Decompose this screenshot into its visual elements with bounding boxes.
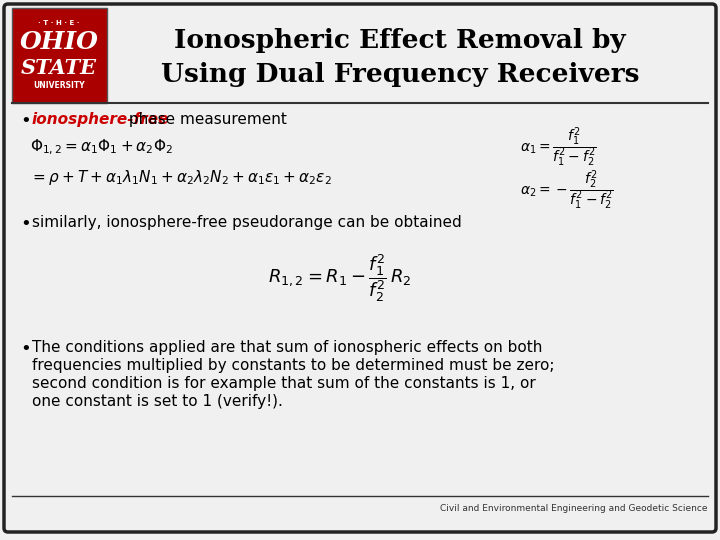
Text: phase measurement: phase measurement: [124, 112, 287, 127]
FancyBboxPatch shape: [4, 4, 716, 532]
Text: UNIVERSITY: UNIVERSITY: [33, 81, 85, 90]
Bar: [12, 8, 107, 103]
Text: Using Dual Frequency Receivers: Using Dual Frequency Receivers: [161, 62, 639, 87]
Text: The conditions applied are that sum of ionospheric effects on both: The conditions applied are that sum of i…: [32, 340, 542, 355]
Text: •: •: [20, 112, 31, 130]
Text: $\alpha_2 = -\dfrac{f_2^2}{f_1^2 - f_2^2}$: $\alpha_2 = -\dfrac{f_2^2}{f_1^2 - f_2^2…: [520, 168, 614, 212]
Text: second condition is for example that sum of the constants is 1, or: second condition is for example that sum…: [32, 376, 536, 391]
Text: · T · H · E ·: · T · H · E ·: [38, 20, 80, 26]
Text: •: •: [20, 340, 31, 358]
Text: $= \rho + T + \alpha_1\lambda_1 N_1 + \alpha_2\lambda_2 N_2 + \alpha_1\varepsilo: $= \rho + T + \alpha_1\lambda_1 N_1 + \a…: [30, 168, 332, 187]
Text: one constant is set to 1 (verify!).: one constant is set to 1 (verify!).: [32, 394, 283, 409]
Text: frequencies multiplied by constants to be determined must be zero;: frequencies multiplied by constants to b…: [32, 358, 554, 373]
Text: STATE: STATE: [21, 58, 97, 78]
Text: similarly, ionosphere-free pseudorange can be obtained: similarly, ionosphere-free pseudorange c…: [32, 215, 462, 230]
Text: OHIO: OHIO: [19, 30, 99, 54]
Text: $R_{1,2} = R_1 - \dfrac{f_1^2}{f_2^2}\,R_2$: $R_{1,2} = R_1 - \dfrac{f_1^2}{f_2^2}\,R…: [269, 252, 412, 304]
Text: Civil and Environmental Engineering and Geodetic Science: Civil and Environmental Engineering and …: [441, 504, 708, 513]
Text: Ionospheric Effect Removal by: Ionospheric Effect Removal by: [174, 28, 626, 53]
Text: •: •: [20, 215, 31, 233]
Text: $\alpha_1 = \dfrac{f_1^2}{f_1^2 - f_2^2}$: $\alpha_1 = \dfrac{f_1^2}{f_1^2 - f_2^2}…: [520, 125, 597, 168]
Text: ionosphere-free: ionosphere-free: [32, 112, 169, 127]
Text: $\Phi_{1,2} = \alpha_1\Phi_1 + \alpha_2\Phi_2$: $\Phi_{1,2} = \alpha_1\Phi_1 + \alpha_2\…: [30, 138, 173, 157]
